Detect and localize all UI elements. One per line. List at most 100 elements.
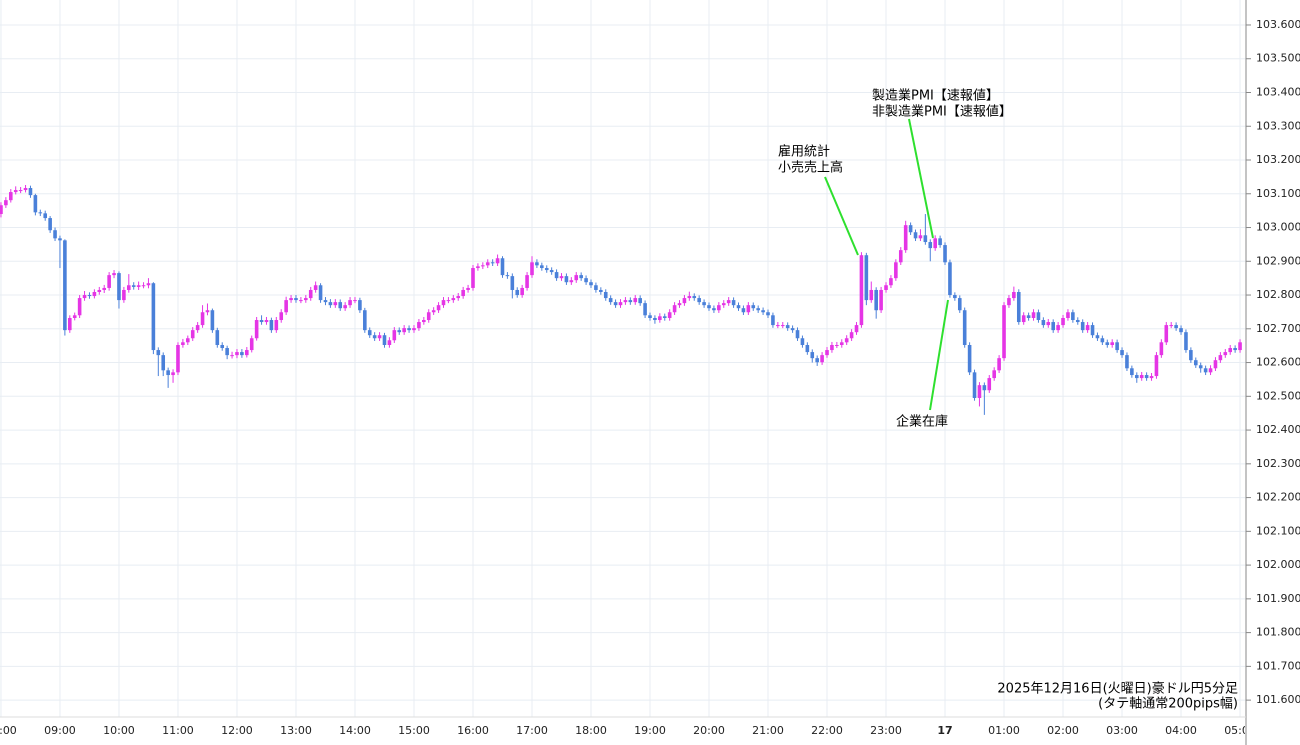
candle-body [1002, 305, 1006, 359]
candle-body [1056, 325, 1060, 331]
candle-body [240, 352, 244, 356]
x-tick-label: 10:00 [103, 724, 135, 737]
candle-body [485, 262, 490, 266]
candle-body [431, 310, 436, 313]
candle-body [564, 276, 569, 283]
candle-body [235, 352, 239, 356]
candle-body [348, 300, 352, 306]
candle-body [672, 305, 677, 313]
candle-body [1228, 348, 1233, 353]
candle-body [928, 242, 933, 249]
candle-body [530, 262, 534, 276]
candle-body [67, 317, 72, 331]
candle-body [771, 315, 775, 326]
candle-body [726, 300, 731, 304]
candle-body [721, 303, 726, 306]
candle-body [717, 305, 721, 311]
candle-body [830, 344, 834, 351]
candle-body [839, 342, 844, 345]
candle-body [731, 300, 736, 306]
x-tick-label: 14:00 [339, 724, 371, 737]
candle-body [190, 330, 195, 339]
candle-body [510, 276, 515, 290]
candle-body [367, 330, 372, 336]
candle-body [1066, 312, 1070, 318]
candle-body [869, 289, 874, 301]
candle-body [338, 302, 343, 309]
candle-body [835, 344, 839, 346]
footnote: 2025年12月16日(火曜日)豪ドル円5分足 [997, 681, 1238, 697]
candle-body [294, 298, 298, 301]
candle-body [982, 385, 987, 391]
candle-body [992, 370, 996, 379]
candle-body [780, 325, 785, 327]
candle-body [328, 302, 333, 306]
candle-body [894, 262, 898, 279]
candle-body [854, 325, 859, 333]
candle-body [471, 268, 475, 288]
candle-body [122, 289, 126, 301]
candle-body [387, 340, 392, 345]
candle-body [569, 280, 574, 283]
candle-body [466, 287, 470, 290]
y-tick-label: 102.100 [1256, 524, 1300, 537]
candle-body [43, 213, 48, 219]
candle-body [92, 291, 97, 297]
candle-body [200, 312, 205, 326]
candle-body [525, 275, 529, 288]
candle-body [1169, 325, 1174, 327]
candle-body [333, 302, 338, 306]
candle-body [1036, 312, 1041, 321]
candle-body [254, 320, 259, 339]
annotation-text: 小売売上高 [778, 160, 843, 176]
candle-body [48, 218, 52, 231]
candle-body [599, 289, 603, 292]
candle-body [1139, 375, 1144, 379]
candle-body [943, 245, 947, 263]
candle-body [1075, 320, 1080, 323]
candle-body [687, 296, 692, 299]
x-tick-label: 20:00 [693, 724, 725, 737]
candle-body [186, 338, 190, 343]
candle-body [957, 298, 962, 311]
x-tick-label: 05:00 [1224, 724, 1256, 737]
annotation-text: 企業在庫 [896, 414, 948, 430]
candle-body [220, 344, 225, 349]
y-tick-label: 103.400 [1256, 85, 1300, 98]
y-tick-label: 103.000 [1256, 221, 1300, 234]
candle-body [790, 328, 795, 331]
candle-body [1095, 335, 1100, 339]
candle-body [230, 355, 234, 357]
candle-body [658, 316, 662, 321]
candle-body [1189, 350, 1193, 361]
x-tick-label: 01:00 [988, 724, 1020, 737]
candle-body [407, 328, 411, 331]
candle-body [176, 344, 180, 373]
annotation-text: 製造業PMI【速報値】 [872, 88, 999, 104]
candle-body [712, 308, 716, 311]
candle-body [977, 385, 982, 398]
candle-body [1016, 291, 1021, 323]
candle-body [259, 320, 264, 323]
y-tick-label: 103.500 [1256, 52, 1300, 65]
x-tick-label: 22:00 [811, 724, 843, 737]
candle-body [795, 330, 800, 339]
candle-body [918, 235, 923, 239]
candle-body [38, 212, 43, 214]
candle-body [682, 298, 687, 304]
candle-body [72, 315, 77, 318]
candle-body [225, 348, 229, 356]
candle-body [825, 350, 829, 356]
candle-body [318, 285, 323, 301]
candle-body [707, 305, 711, 309]
candle-body [1071, 312, 1075, 321]
annotations: 雇用統計 小売売上高 製造業PMI【速報値】 非製造業PMI【速報値】 企業在庫 [778, 88, 1012, 430]
candle-body [289, 298, 293, 301]
candle-body [844, 338, 849, 343]
candle-body [382, 335, 387, 345]
x-tick-label: 11:00 [162, 724, 194, 737]
candle-body [820, 355, 824, 363]
candle-body [1198, 365, 1203, 369]
candle-body [397, 330, 402, 333]
candle-body [441, 300, 446, 306]
